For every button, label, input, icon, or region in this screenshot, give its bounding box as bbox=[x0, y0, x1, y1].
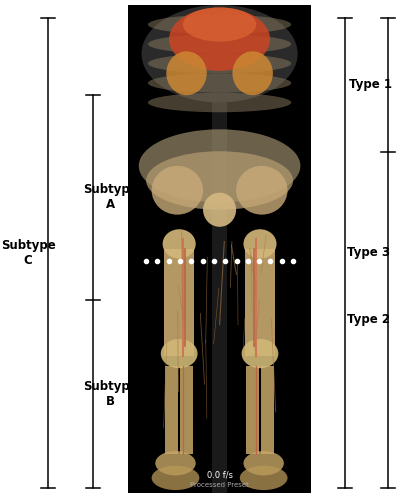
Text: Processed Preset: Processed Preset bbox=[190, 482, 249, 488]
Ellipse shape bbox=[163, 229, 196, 258]
Ellipse shape bbox=[142, 5, 298, 102]
Ellipse shape bbox=[203, 192, 236, 227]
Bar bbox=[128, 5, 311, 492]
Text: Type 2: Type 2 bbox=[347, 314, 390, 326]
Text: Subtype
B: Subtype B bbox=[83, 380, 137, 408]
Bar bbox=[261, 366, 274, 454]
Bar bbox=[246, 366, 259, 454]
Ellipse shape bbox=[244, 229, 276, 258]
Ellipse shape bbox=[151, 166, 203, 214]
Ellipse shape bbox=[146, 151, 293, 210]
Ellipse shape bbox=[139, 130, 300, 202]
Bar bbox=[212, 64, 227, 492]
Ellipse shape bbox=[148, 14, 291, 34]
Ellipse shape bbox=[242, 339, 278, 368]
Ellipse shape bbox=[236, 166, 288, 214]
Text: Subtype
A: Subtype A bbox=[83, 184, 137, 212]
Text: Type 3: Type 3 bbox=[347, 246, 390, 259]
Text: 0.0 f/s: 0.0 f/s bbox=[207, 471, 232, 480]
Ellipse shape bbox=[161, 339, 198, 368]
Ellipse shape bbox=[148, 34, 291, 54]
Ellipse shape bbox=[244, 451, 284, 475]
Ellipse shape bbox=[151, 466, 199, 490]
Bar bbox=[164, 248, 194, 356]
Ellipse shape bbox=[169, 8, 270, 71]
Bar bbox=[166, 366, 178, 454]
Ellipse shape bbox=[183, 8, 256, 42]
Text: Type 1: Type 1 bbox=[349, 78, 392, 92]
Ellipse shape bbox=[232, 52, 273, 95]
Ellipse shape bbox=[148, 54, 291, 73]
Bar bbox=[180, 366, 193, 454]
Bar bbox=[245, 248, 275, 356]
Ellipse shape bbox=[148, 93, 291, 112]
Text: Subtype
C: Subtype C bbox=[1, 238, 56, 266]
Ellipse shape bbox=[240, 466, 288, 490]
Ellipse shape bbox=[166, 52, 207, 95]
Ellipse shape bbox=[148, 73, 291, 93]
Ellipse shape bbox=[155, 451, 196, 475]
